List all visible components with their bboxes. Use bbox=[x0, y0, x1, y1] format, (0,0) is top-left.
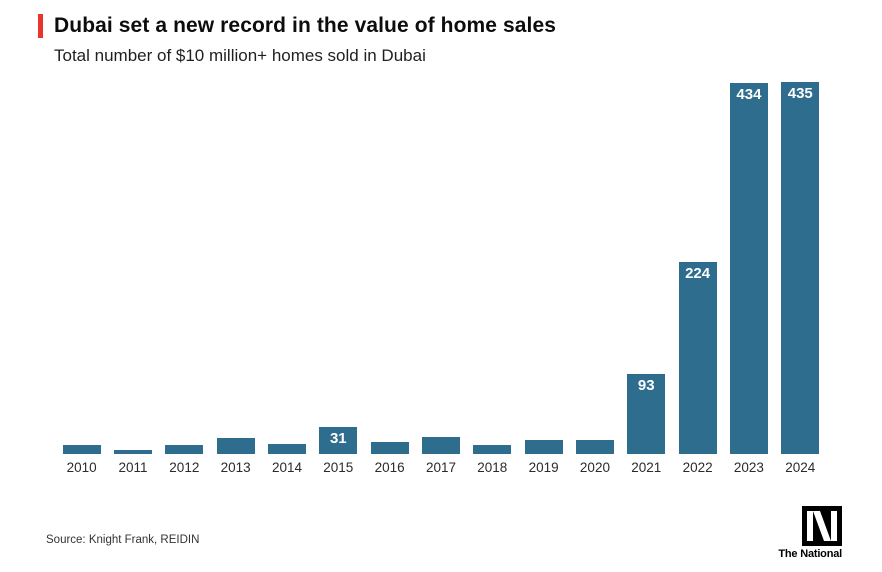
bar-column-2010: 2010 bbox=[56, 82, 107, 480]
bar-2020 bbox=[575, 440, 614, 454]
bar-column-2020: 2020 bbox=[569, 82, 620, 480]
x-axis-label-2022: 2022 bbox=[682, 460, 713, 475]
x-axis-label-2016: 2016 bbox=[374, 460, 405, 475]
bar-2021: 93 bbox=[627, 374, 666, 454]
bar-column-2021: 93 2021 bbox=[621, 82, 672, 480]
bar-2017 bbox=[421, 437, 460, 454]
brand-block: The National bbox=[778, 506, 842, 560]
bar-column-2019: 2019 bbox=[518, 82, 569, 480]
x-axis-label-2013: 2013 bbox=[220, 460, 251, 475]
bar-2023: 434 bbox=[729, 83, 768, 454]
bar-column-2012: 2012 bbox=[159, 82, 210, 480]
bar-2013 bbox=[216, 438, 255, 454]
source-note: Source: Knight Frank, REIDIN bbox=[46, 534, 200, 546]
bar-value-label-2023: 434 bbox=[736, 86, 762, 103]
x-axis-label-2018: 2018 bbox=[477, 460, 508, 475]
bar-2011 bbox=[113, 450, 152, 454]
x-axis-label-2024: 2024 bbox=[785, 460, 816, 475]
x-axis-label-2015: 2015 bbox=[323, 460, 354, 475]
bar-column-2011: 2011 bbox=[107, 82, 158, 480]
chart-header: Dubai set a new record in the value of h… bbox=[0, 0, 882, 66]
bar-column-2015: 31 2015 bbox=[313, 82, 364, 480]
x-axis-label-2014: 2014 bbox=[271, 460, 302, 475]
bar-2012 bbox=[165, 445, 204, 454]
bar-2022: 224 bbox=[678, 262, 717, 454]
chart-title: Dubai set a new record in the value of h… bbox=[38, 14, 842, 38]
bar-2019 bbox=[524, 440, 563, 454]
bar-column-2024: 435 2024 bbox=[775, 82, 826, 480]
the-national-logo-icon bbox=[802, 506, 842, 546]
bar-2018 bbox=[473, 445, 512, 454]
bar-value-label-2024: 435 bbox=[787, 85, 813, 102]
bar-value-label-2015: 31 bbox=[329, 430, 347, 447]
x-axis-label-2019: 2019 bbox=[528, 460, 559, 475]
chart-subtitle: Total number of $10 million+ homes sold … bbox=[54, 46, 426, 65]
bar-column-2016: 2016 bbox=[364, 82, 415, 480]
bar-value-label-2021: 93 bbox=[637, 377, 655, 394]
bar-column-2013: 2013 bbox=[210, 82, 261, 480]
bar-value-label-2022: 224 bbox=[685, 265, 711, 282]
bar-2010 bbox=[62, 445, 101, 454]
x-axis-label-2021: 2021 bbox=[631, 460, 662, 475]
bar-column-2022: 224 2022 bbox=[672, 82, 723, 480]
x-axis-label-2020: 2020 bbox=[579, 460, 610, 475]
x-axis-label-2023: 2023 bbox=[733, 460, 764, 475]
x-axis-label-2011: 2011 bbox=[118, 460, 148, 475]
bar-2015: 31 bbox=[319, 427, 358, 454]
bar-2024: 435 bbox=[781, 82, 820, 454]
bar-column-2023: 434 2023 bbox=[723, 82, 774, 480]
brand-name: The National bbox=[778, 548, 842, 560]
bar-column-2018: 2018 bbox=[467, 82, 518, 480]
bar-2016 bbox=[370, 442, 409, 454]
bar-2014 bbox=[267, 444, 306, 454]
chart-footer: Source: Knight Frank, REIDIN The Nationa… bbox=[0, 506, 882, 572]
x-axis-label-2010: 2010 bbox=[66, 460, 97, 475]
bar-column-2017: 2017 bbox=[415, 82, 466, 480]
bar-column-2014: 2014 bbox=[261, 82, 312, 480]
bar-chart: 2010 2011 2012 2013 2014 31 2015 2016 2017 2018 20… bbox=[56, 82, 826, 480]
x-axis-label-2017: 2017 bbox=[425, 460, 456, 475]
x-axis-label-2012: 2012 bbox=[169, 460, 200, 475]
